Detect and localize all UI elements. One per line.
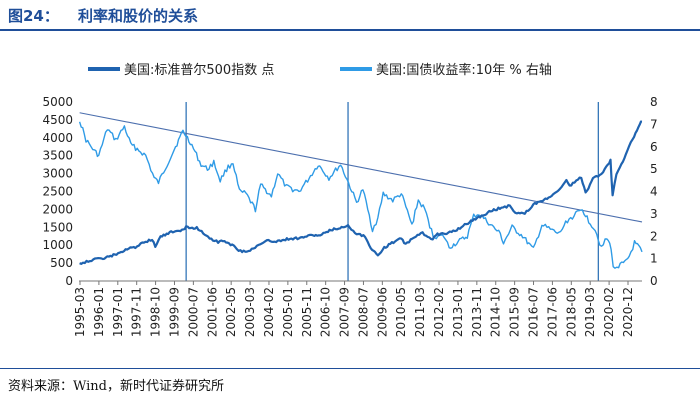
x-tick-label: 2000-07 (186, 287, 200, 337)
x-tick-label: 2019-03 (583, 287, 597, 337)
y-right-tick-label: 3 (650, 207, 658, 221)
x-tick-label: 2003-03 (243, 287, 257, 337)
source-note: 资料来源：Wind，新时代证券研究所 (8, 379, 224, 394)
y-left-tick-label: 1000 (42, 238, 73, 252)
y-left-tick-label: 3500 (42, 149, 73, 163)
x-tick-label: 2020-02 (602, 287, 616, 337)
chart-svg: 美国:标准普尔500指数 点 美国:国债收益率:10年 % 右轴 0 500 1000 1… (42, 62, 658, 337)
x-tick-label: 2018-05 (564, 287, 578, 337)
y-left-tick-label: 5000 (42, 95, 73, 109)
x-tick-label: 2014-10 (489, 287, 503, 337)
x-tick-label: 2008-07 (356, 287, 370, 337)
y-left-tick-label: 3000 (42, 167, 73, 181)
x-tick-label: 2013-11 (470, 287, 484, 337)
x-tick-label: 2005-11 (300, 287, 314, 337)
y-left-tick-label: 0 (65, 274, 73, 288)
x-tick-label: 2002-05 (224, 287, 238, 337)
x-tick-label: 2007-09 (338, 287, 352, 337)
y-left-tick-label: 4000 (42, 131, 73, 145)
y-left-tick-label: 2000 (42, 202, 73, 216)
legend-label-yield: 美国:国债收益率:10年 % 右轴 (376, 62, 552, 78)
footer-rule (0, 368, 700, 369)
figure-number: 图24： (8, 7, 59, 25)
series-line-sp500 (79, 120, 643, 265)
figure-header: 图24： 利率和股价的关系 (0, 0, 700, 30)
legend-label-sp500: 美国:标准普尔500指数 点 (124, 63, 274, 78)
y-left-tick-label: 2500 (42, 185, 73, 199)
y-right-tick-label: 6 (650, 140, 658, 154)
x-tick-label: 1996-01 (92, 287, 106, 337)
figure-title: 利率和股价的关系 (78, 7, 199, 25)
x-tick-label: 2004-02 (262, 287, 276, 337)
x-tick-label: 1999-09 (167, 287, 181, 337)
x-tick-label: 2010-05 (394, 287, 408, 337)
x-tick-label: 2015-09 (508, 287, 522, 337)
x-tick-label: 2020-12 (621, 287, 635, 337)
y-right-tick-label: 7 (650, 117, 658, 131)
y-right-tick-label: 4 (650, 185, 658, 199)
x-tick-label: 2005-01 (281, 287, 295, 337)
y-left-tick-label: 1500 (42, 220, 73, 234)
x-tick-label: 2011-03 (413, 287, 427, 337)
x-tick-label: 1997-11 (130, 287, 144, 337)
y-right-tick-label: 1 (650, 252, 658, 266)
header-rule (0, 29, 700, 31)
y-right-tick-label: 5 (650, 162, 658, 176)
x-tick-label: 1998-10 (149, 287, 163, 337)
y-right-tick-label: 0 (650, 274, 658, 288)
x-tick-label: 2009-06 (375, 287, 389, 337)
x-tick-label: 2016-07 (527, 287, 541, 337)
x-tick-label: 2012-02 (432, 287, 446, 337)
y-right-tick-label: 8 (650, 95, 658, 109)
x-tick-label: 2006-10 (319, 287, 333, 337)
series-line-yield (78, 121, 643, 269)
x-tick-label: 2001-06 (205, 287, 219, 337)
y-left-tick-label: 4500 (42, 113, 73, 127)
x-tick-label: 2013-01 (451, 287, 465, 337)
x-tick-label: 2017-06 (545, 287, 559, 337)
x-tick-label: 1995-03 (73, 287, 87, 337)
y-left-tick-label: 500 (50, 256, 73, 270)
x-tick-label: 1997-01 (111, 287, 125, 337)
y-right-tick-label: 2 (650, 229, 658, 243)
trend-line (79, 112, 643, 223)
